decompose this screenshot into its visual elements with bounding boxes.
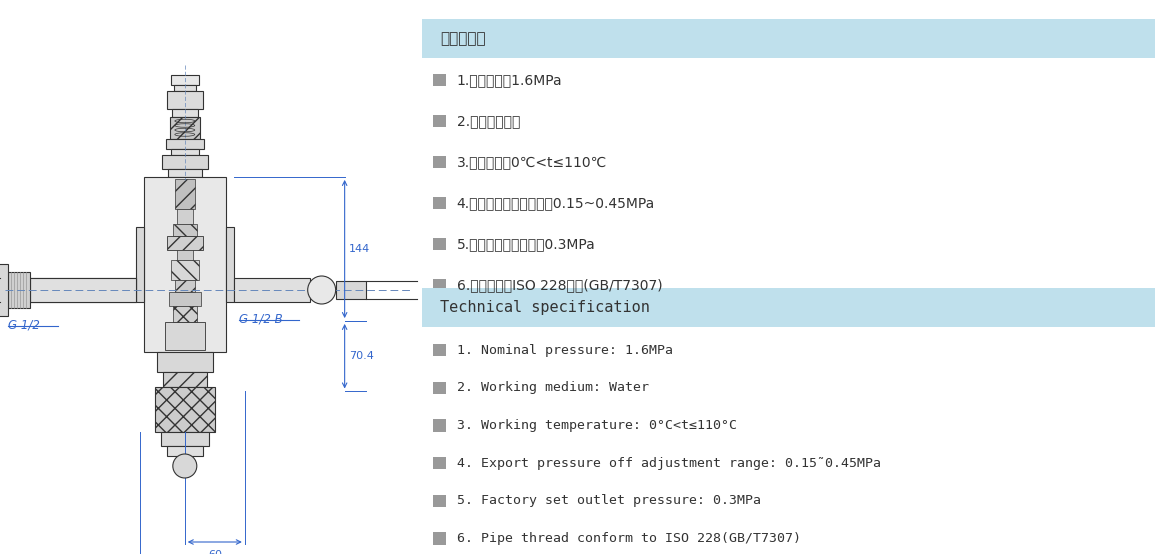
Bar xyxy=(166,236,203,250)
Bar xyxy=(433,238,446,250)
Bar xyxy=(233,278,310,302)
Bar xyxy=(433,197,446,209)
Bar xyxy=(174,179,195,209)
Bar xyxy=(336,281,366,299)
Text: 技术规范：: 技术规范： xyxy=(440,31,485,47)
Bar xyxy=(433,457,446,469)
Bar xyxy=(433,532,446,545)
Bar xyxy=(157,352,213,372)
Bar xyxy=(173,224,196,236)
Bar xyxy=(136,227,144,302)
Text: 144: 144 xyxy=(349,244,370,254)
Bar xyxy=(0,264,8,316)
Bar xyxy=(161,432,209,446)
Bar xyxy=(170,117,200,139)
Bar xyxy=(433,115,446,127)
Text: 4.出口压力客调节范围：0.15~0.45MPa: 4.出口压力客调节范围：0.15~0.45MPa xyxy=(456,196,655,211)
Bar xyxy=(171,75,199,85)
Text: 2.工作介质：水: 2.工作介质：水 xyxy=(456,114,520,129)
Bar xyxy=(225,227,233,302)
Bar xyxy=(433,279,446,291)
Text: Technical specification: Technical specification xyxy=(440,300,650,315)
Bar xyxy=(422,288,1155,327)
Text: 4. Export pressure off adjustment range: 0.15˜0.45MPa: 4. Export pressure off adjustment range:… xyxy=(456,456,881,470)
Bar xyxy=(173,306,196,322)
Circle shape xyxy=(307,276,336,304)
Bar xyxy=(433,344,446,356)
Text: 5.出厂设定出口压力：0.3MPa: 5.出厂设定出口压力：0.3MPa xyxy=(456,237,596,252)
Text: 2. Working medium: Water: 2. Working medium: Water xyxy=(456,381,649,394)
Bar xyxy=(166,139,203,149)
Text: 3.工作温度：0℃<t≤110℃: 3.工作温度：0℃<t≤110℃ xyxy=(456,155,608,170)
Bar xyxy=(433,382,446,394)
Text: 5. Factory set outlet pressure: 0.3MPa: 5. Factory set outlet pressure: 0.3MPa xyxy=(456,494,761,507)
Bar xyxy=(422,19,1155,58)
Bar xyxy=(30,278,136,302)
Bar xyxy=(169,292,201,306)
Bar xyxy=(166,446,203,456)
Text: 1.工作压力：1.6MPa: 1.工作压力：1.6MPa xyxy=(456,73,562,88)
Bar xyxy=(174,280,195,292)
Text: 6.管螺纹符合ISO 228标准(GB/T7307): 6.管螺纹符合ISO 228标准(GB/T7307) xyxy=(456,278,663,293)
Bar xyxy=(30,278,136,302)
Bar xyxy=(433,156,446,168)
Bar xyxy=(166,91,203,109)
Bar xyxy=(433,74,446,86)
Bar xyxy=(163,372,207,387)
Bar xyxy=(167,169,202,177)
Text: G 1/2: G 1/2 xyxy=(8,318,40,331)
Text: 6. Pipe thread conform to ISO 228(GB/T7307): 6. Pipe thread conform to ISO 228(GB/T73… xyxy=(456,532,800,545)
Bar xyxy=(433,495,446,507)
Text: G 1/2 B: G 1/2 B xyxy=(239,312,282,325)
Bar xyxy=(155,387,215,432)
Circle shape xyxy=(173,454,196,478)
Bar xyxy=(171,260,199,280)
Bar xyxy=(172,109,198,117)
Text: 1. Nominal pressure: 1.6MPa: 1. Nominal pressure: 1.6MPa xyxy=(456,343,672,357)
Bar xyxy=(173,85,196,91)
Bar xyxy=(433,419,446,432)
Bar xyxy=(8,272,30,308)
Text: 70.4: 70.4 xyxy=(349,351,373,361)
Text: 3. Working temperature: 0°C<t≤110°C: 3. Working temperature: 0°C<t≤110°C xyxy=(456,419,737,432)
Bar xyxy=(162,155,208,169)
Text: 60: 60 xyxy=(208,550,222,554)
Bar xyxy=(177,250,193,260)
Bar xyxy=(165,322,204,350)
Bar xyxy=(171,149,199,155)
Bar xyxy=(144,177,225,352)
Bar xyxy=(177,209,193,224)
